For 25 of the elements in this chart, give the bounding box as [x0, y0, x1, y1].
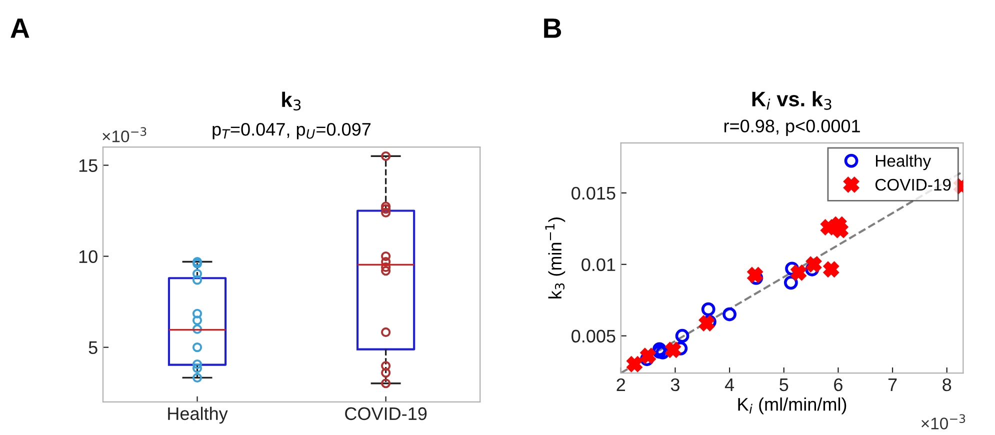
x-tick-label: 5 — [780, 378, 788, 392]
x-tick-label: 8 — [942, 378, 952, 392]
legend-label: COVID-19 — [875, 178, 951, 191]
y-tick-label: 15 — [79, 159, 98, 172]
text: B — [544, 18, 562, 38]
y-axis-title: k$_{3}$ (min$^{−1}$) — [545, 218, 566, 298]
x-tick-label: 6 — [834, 378, 842, 392]
x-tick-label: 3 — [670, 378, 680, 392]
legend-label: Healthy — [876, 154, 932, 170]
y-tick-label: 0.005 — [572, 330, 616, 343]
x-tick-label: 7 — [888, 378, 897, 391]
text: ×10$^{−3}$ — [102, 127, 146, 142]
chart-title: K$_{i}$ vs. k$_{3}$ — [752, 91, 832, 110]
x-tick-label: 2 — [616, 378, 625, 391]
y-tick-label: 0.015 — [572, 186, 616, 200]
chart-subtitle: r=0.98, p<0.0001 — [724, 120, 860, 136]
y-tick-label: 0.01 — [582, 258, 616, 272]
text: A — [10, 18, 30, 38]
text: ×10$^{−3}$ — [922, 414, 966, 430]
y-tick-label: 5 — [88, 341, 98, 354]
chart-subtitle: p$_{T}$=0.047, p$_{U}$=0.097 — [212, 122, 371, 140]
x-axis-title: K$_{i}$ (ml/min/ml) — [738, 397, 846, 414]
y-tick-label: 10 — [79, 250, 98, 263]
x-tick-label: 4 — [724, 378, 734, 391]
chart-title: k$_{3}$ — [282, 92, 301, 111]
